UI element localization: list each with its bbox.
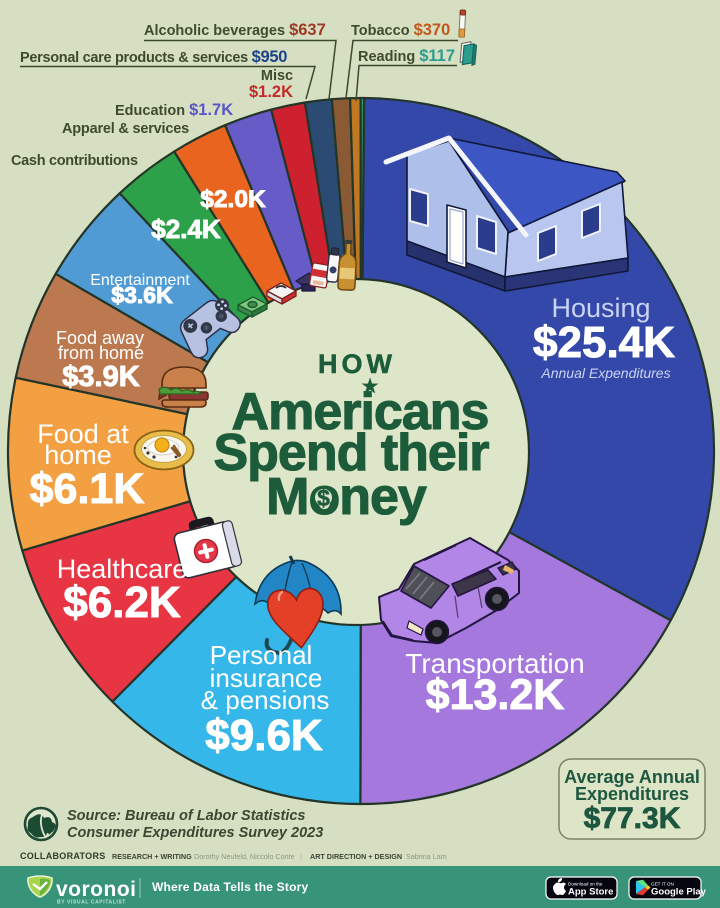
svg-text:★: ★ — [361, 375, 380, 398]
svg-text:COLLABORATORS: COLLABORATORS — [20, 851, 106, 861]
svg-text:$13.2K: $13.2K — [426, 671, 565, 719]
svg-text:$25.4K: $25.4K — [533, 318, 675, 367]
svg-text:Google Play: Google Play — [651, 887, 707, 898]
svg-text:$2.4K: $2.4K — [151, 214, 221, 244]
svg-text:Annual Expenditures: Annual Expenditures — [540, 365, 670, 381]
svg-text:$3.6K: $3.6K — [111, 282, 173, 308]
svg-text:$6.2K: $6.2K — [63, 578, 181, 627]
svg-text:from home: from home — [58, 343, 144, 363]
svg-text:Spend their: Spend their — [213, 424, 489, 482]
svg-text:|: | — [300, 852, 302, 861]
svg-text:Cash contributions: Cash contributions — [11, 153, 138, 169]
svg-text:Consumer Expenditures Survey 2: Consumer Expenditures Survey 2023 — [67, 825, 323, 841]
svg-text:App Store: App Store — [568, 887, 613, 898]
svg-text:Personal: Personal — [210, 640, 313, 670]
svg-text:& pensions: & pensions — [201, 685, 330, 715]
svg-text:Personal care products & servi: Personal care products & services $950 — [20, 48, 287, 66]
svg-text:HOW: HOW — [318, 349, 396, 379]
svg-text:Source: Bureau of Labor Statis: Source: Bureau of Labor Statistics — [67, 808, 306, 824]
svg-text:Healthcare: Healthcare — [57, 554, 188, 584]
svg-text:Apparel & services: Apparel & services — [62, 121, 189, 137]
svg-text:Food at: Food at — [37, 419, 129, 449]
svg-text:$2.0K: $2.0K — [200, 186, 266, 213]
svg-text:$: $ — [317, 485, 330, 511]
svg-text:Misc: Misc — [261, 68, 293, 84]
svg-text:RESEARCH + WRITING: RESEARCH + WRITING — [112, 852, 192, 861]
svg-text:Tobacco $370: Tobacco $370 — [351, 21, 450, 39]
svg-text:Food away: Food away — [56, 328, 144, 348]
svg-text:$3.9K: $3.9K — [62, 361, 139, 393]
svg-text:$77.3K: $77.3K — [584, 802, 681, 835]
svg-text:Download on the: Download on the — [568, 882, 603, 887]
svg-text:Reading $117: Reading $117 — [358, 47, 455, 65]
svg-text:Alcoholic beverages $637: Alcoholic beverages $637 — [144, 21, 326, 39]
svg-text:Entertainment: Entertainment — [90, 272, 190, 289]
svg-text:Where Data Tells the Story: Where Data Tells the Story — [152, 880, 308, 894]
svg-text:insurance: insurance — [210, 663, 323, 693]
svg-text:$9.6K: $9.6K — [205, 711, 323, 760]
svg-text:Housing: Housing — [551, 293, 650, 323]
svg-text:home: home — [44, 440, 112, 470]
svg-text:Americans: Americans — [232, 383, 489, 441]
svg-text:Transportation: Transportation — [405, 648, 585, 679]
svg-text:Education $1.7K: Education $1.7K — [115, 101, 233, 119]
svg-text:Sabrina Lam: Sabrina Lam — [406, 852, 447, 861]
svg-text:Average Annual: Average Annual — [564, 767, 700, 787]
svg-text:voronoi: voronoi — [56, 878, 137, 901]
svg-text:Expenditures: Expenditures — [575, 784, 689, 804]
svg-text:BY VISUAL CAPITALIST: BY VISUAL CAPITALIST — [57, 900, 126, 906]
svg-text:Money: Money — [266, 468, 427, 526]
svg-text:$1.2K: $1.2K — [249, 83, 293, 101]
svg-text:$6.1K: $6.1K — [30, 465, 145, 513]
svg-text:ART DIRECTION + DESIGN: ART DIRECTION + DESIGN — [310, 852, 402, 861]
svg-text:GET IT ON: GET IT ON — [651, 882, 674, 887]
svg-text:Dorothy Neufeld, Niccolo Conte: Dorothy Neufeld, Niccolo Conte — [194, 852, 295, 861]
